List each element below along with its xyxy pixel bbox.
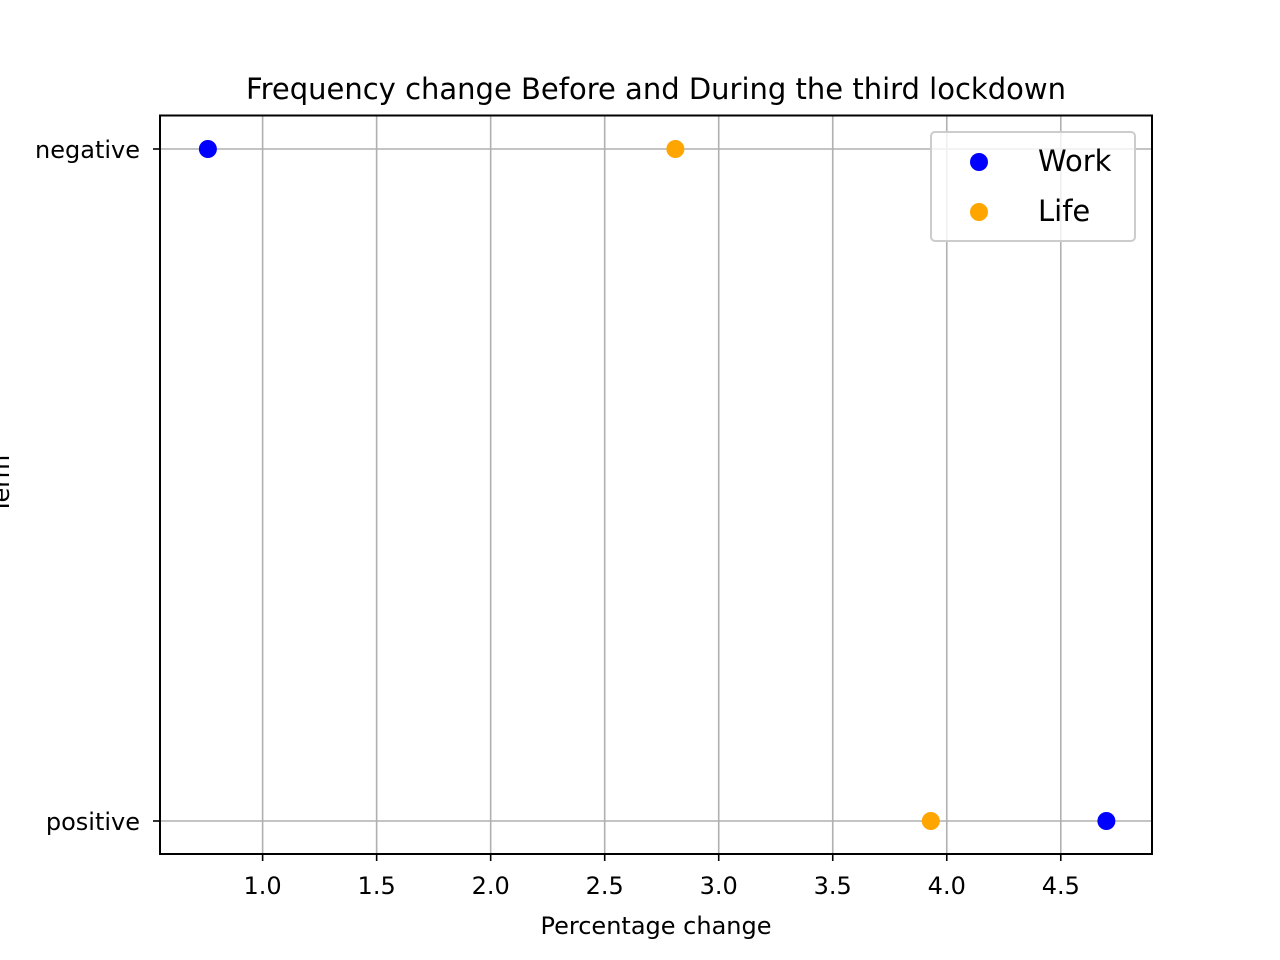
y-tick-label: positive <box>46 808 140 836</box>
legend-label-work: Work <box>1038 144 1112 178</box>
x-axis-ticks: 1.0 1.5 2.0 2.5 3.0 3.5 4.0 4.5 <box>244 854 1080 900</box>
legend: Work Life <box>930 131 1136 242</box>
x-tick-label: 1.0 <box>244 872 282 900</box>
chart-title: Frequency change Before and During the t… <box>246 72 1066 106</box>
legend-marker-work <box>970 153 988 171</box>
x-axis-label: Percentage change <box>541 912 772 940</box>
x-tick-label: 2.0 <box>472 872 510 900</box>
plot-area <box>159 114 1153 855</box>
x-tick-label: 1.5 <box>358 872 396 900</box>
x-tick-label: 4.0 <box>928 872 966 900</box>
x-tick-label: 4.5 <box>1042 872 1080 900</box>
work-point-positive <box>1097 812 1116 830</box>
y-axis-ticks: negative positive <box>35 136 160 836</box>
y-axis-label: Term <box>0 455 15 514</box>
x-tick-label: 3.5 <box>814 872 852 900</box>
legend-label-life: Life <box>1038 194 1090 228</box>
legend-marker-life <box>970 203 988 221</box>
x-tick-label: 2.5 <box>586 872 624 900</box>
work-point-negative <box>198 140 217 158</box>
life-point-negative <box>666 140 685 158</box>
y-tick-label: negative <box>35 136 140 164</box>
life-point-positive <box>921 812 940 830</box>
data-points <box>198 140 1116 830</box>
x-tick-label: 3.0 <box>700 872 738 900</box>
